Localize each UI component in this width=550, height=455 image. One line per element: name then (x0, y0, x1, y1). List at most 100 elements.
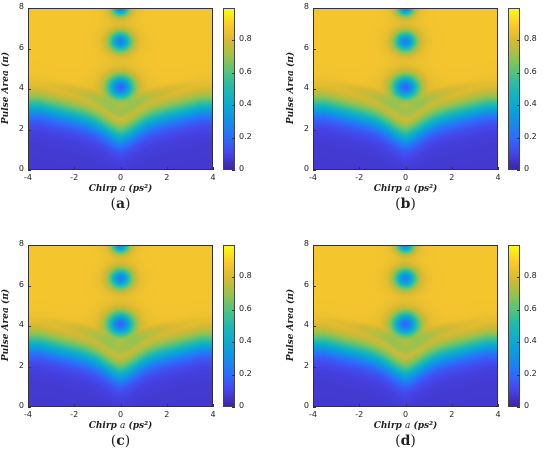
y-tick-mark (313, 89, 316, 90)
x-tick-mark (28, 404, 29, 407)
y-tick-label: 4 (303, 83, 309, 92)
y-tick-mark (313, 129, 316, 131)
y-tick-label: 2 (303, 123, 309, 133)
x-tick-mark (359, 404, 361, 407)
y-tick-label: 2 (18, 360, 24, 370)
y-tick-label: 8 (303, 2, 309, 11)
colorbar-tick-mark (232, 72, 235, 74)
y-axis-label: Pulse Area (π) (286, 51, 296, 125)
colorbar-tick-label: 0.4 (239, 99, 252, 109)
x-tick-label: -4 (309, 410, 317, 419)
x-tick-mark (28, 167, 29, 170)
y-tick-mark (313, 326, 316, 327)
colorbar-tick-mark (517, 72, 520, 74)
x-tick-mark (313, 167, 314, 170)
colorbar-tick-label: 0.6 (239, 303, 252, 313)
colorbar-tick-label: 0.8 (524, 271, 537, 281)
x-tick-mark (313, 404, 314, 407)
heatmap-panel-c: -4 -2 0 2 4 0 2 4 6 8 Chirp a (ps²) Pulse Area (π) (… (0, 237, 265, 455)
colorbar-tick-mark (232, 277, 235, 279)
y-tick-mark (28, 48, 31, 50)
y-tick-label: 6 (18, 279, 24, 289)
x-tick-label: -2 (355, 173, 364, 182)
y-tick-mark (313, 8, 316, 9)
x-tick-label: 0 (402, 410, 409, 419)
y-tick-mark (28, 326, 31, 327)
x-tick-label: 2 (164, 173, 170, 182)
x-tick-label: -4 (24, 173, 32, 182)
x-tick-mark (166, 167, 168, 170)
x-tick-mark (120, 404, 122, 407)
y-tick-mark (28, 245, 31, 246)
colorbar-tick-mark (517, 170, 520, 171)
y-tick-label: 6 (18, 42, 24, 52)
colorbar-tick-label: 0.6 (524, 66, 537, 76)
colorbar-tick-label: 0.2 (239, 368, 252, 378)
x-tick-mark (451, 404, 453, 407)
x-tick-label: 2 (449, 173, 455, 182)
colorbar-tick-label: 0.2 (524, 368, 537, 378)
colorbar-tick-mark (517, 374, 520, 376)
x-tick-label: 4 (495, 410, 501, 419)
y-tick-label: 0 (303, 164, 309, 173)
panel-label: (c) (110, 433, 131, 449)
colorbar-tick-mark (232, 342, 235, 344)
y-tick-label: 4 (18, 83, 24, 92)
y-tick-mark (28, 366, 31, 368)
x-tick-mark (451, 167, 453, 170)
x-tick-mark (213, 167, 214, 170)
colorbar (223, 8, 235, 170)
y-tick-label: 8 (303, 239, 309, 248)
colorbar-tick-mark (232, 40, 235, 42)
heatmap-image (313, 245, 498, 407)
x-axis-label: Chirp a (ps²) (373, 184, 438, 194)
y-tick-label: 0 (303, 401, 309, 410)
y-tick-mark (313, 285, 316, 287)
y-tick-mark (28, 285, 31, 287)
colorbar-tick-mark (232, 137, 235, 139)
y-tick-label: 8 (18, 239, 24, 248)
y-tick-label: 4 (303, 320, 309, 329)
colorbar-tick-mark (232, 374, 235, 376)
y-tick-label: 2 (18, 123, 24, 133)
x-tick-mark (498, 167, 499, 170)
colorbar-tick-mark (517, 105, 520, 107)
y-tick-mark (313, 48, 316, 50)
colorbar-tick-label: 0 (239, 164, 245, 173)
heatmap-image (313, 8, 498, 170)
colorbar-tick-mark (517, 277, 520, 279)
x-tick-mark (166, 404, 168, 407)
x-tick-label: 4 (210, 410, 216, 419)
heatmap-image (28, 8, 213, 170)
x-tick-label: 4 (495, 173, 501, 182)
colorbar-tick-label: 0.8 (524, 34, 537, 44)
y-tick-mark (28, 89, 31, 90)
x-axis-label: Chirp a (ps²) (88, 421, 153, 431)
y-tick-mark (313, 407, 316, 408)
colorbar (223, 245, 235, 407)
y-tick-mark (313, 170, 316, 171)
y-axis-label: Pulse Area (π) (1, 288, 11, 362)
x-tick-mark (74, 404, 76, 407)
colorbar-tick-mark (232, 170, 235, 171)
y-tick-label: 6 (303, 42, 309, 52)
colorbar-tick-mark (517, 40, 520, 42)
x-tick-label: -4 (309, 173, 317, 182)
y-axis-label: Pulse Area (π) (286, 288, 296, 362)
colorbar-tick-label: 0 (524, 164, 530, 173)
x-tick-mark (405, 404, 407, 407)
y-tick-mark (28, 8, 31, 9)
colorbar (508, 8, 520, 170)
colorbar-tick-mark (517, 407, 520, 408)
y-tick-label: 4 (18, 320, 24, 329)
x-tick-mark (213, 404, 214, 407)
y-axis-label: Pulse Area (π) (1, 51, 11, 125)
colorbar-tick-label: 0 (239, 401, 245, 410)
colorbar-tick-label: 0.4 (524, 99, 537, 109)
x-tick-label: 0 (117, 410, 124, 419)
x-axis-label: Chirp a (ps²) (88, 184, 153, 194)
y-tick-mark (313, 366, 316, 368)
panel-label: (d) (395, 433, 416, 449)
colorbar-tick-label: 0.4 (239, 336, 252, 346)
x-tick-label: -2 (355, 410, 364, 419)
